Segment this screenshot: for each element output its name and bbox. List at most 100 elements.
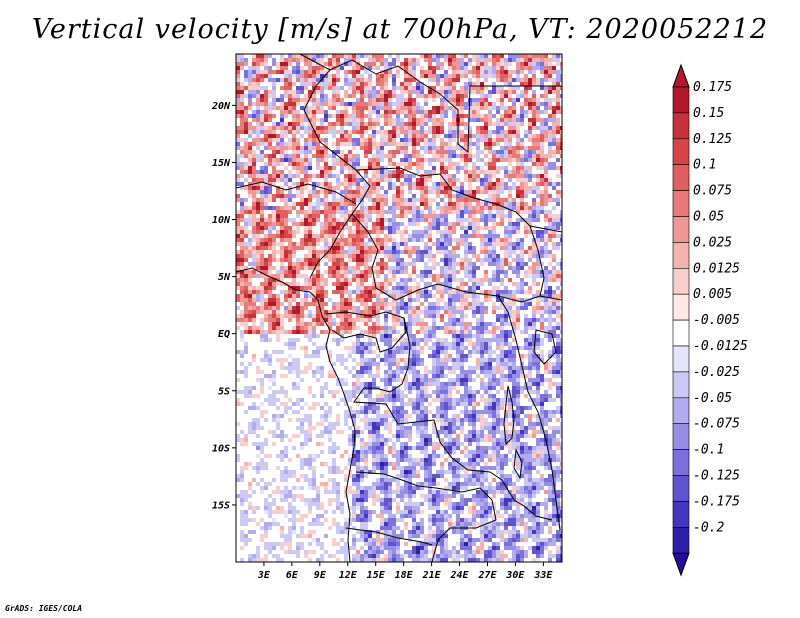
field-cell xyxy=(480,210,484,214)
field-cell xyxy=(280,150,284,154)
field-cell xyxy=(556,194,560,198)
field-cell xyxy=(244,218,248,222)
field-cell xyxy=(240,114,244,118)
field-cell xyxy=(436,254,440,258)
field-cell xyxy=(544,238,548,242)
field-cell xyxy=(504,190,508,194)
field-cell xyxy=(460,198,464,202)
field-cell xyxy=(448,86,452,90)
field-cell xyxy=(396,82,400,86)
field-cell xyxy=(528,210,532,214)
field-cell xyxy=(516,110,520,114)
field-cell xyxy=(460,146,464,150)
field-cell xyxy=(508,230,512,234)
field-cell xyxy=(388,106,392,110)
field-cell xyxy=(320,206,324,210)
field-cell xyxy=(312,226,316,230)
field-cell xyxy=(460,182,464,186)
field-cell xyxy=(536,206,540,210)
field-cell xyxy=(544,178,548,182)
field-cell xyxy=(368,102,372,106)
field-cell xyxy=(392,62,396,66)
field-cell xyxy=(556,154,560,158)
field-cell xyxy=(500,162,504,166)
field-cell xyxy=(284,254,288,258)
field-cell xyxy=(276,106,280,110)
field-cell xyxy=(424,106,428,110)
field-cell xyxy=(372,182,376,186)
field-cell xyxy=(516,294,520,298)
field-cell xyxy=(424,134,428,138)
field-cell xyxy=(368,214,372,218)
field-cell xyxy=(548,182,552,186)
field-cell xyxy=(424,258,428,262)
field-cell xyxy=(516,74,520,78)
field-cell xyxy=(448,222,452,226)
field-cell xyxy=(404,242,408,246)
field-cell xyxy=(248,58,252,62)
field-cell xyxy=(304,274,308,278)
field-cell xyxy=(516,202,520,206)
field-cell xyxy=(384,154,388,158)
field-cell xyxy=(396,206,400,210)
field-cell xyxy=(416,282,420,286)
field-cell xyxy=(492,142,496,146)
field-cell xyxy=(356,74,360,78)
field-cell xyxy=(500,158,504,162)
field-cell xyxy=(288,158,292,162)
field-cell xyxy=(352,134,356,138)
field-cell xyxy=(480,290,484,294)
field-cell xyxy=(472,178,476,182)
field-cell xyxy=(472,186,476,190)
field-cell xyxy=(560,86,562,90)
field-cell xyxy=(452,74,456,78)
field-cell xyxy=(264,106,268,110)
field-cell xyxy=(288,246,292,250)
field-cell xyxy=(348,110,352,114)
field-cell xyxy=(444,174,448,178)
field-cell xyxy=(484,122,488,126)
field-cell xyxy=(244,274,248,278)
field-cell xyxy=(424,178,428,182)
field-cell xyxy=(352,182,356,186)
field-cell xyxy=(256,150,260,154)
field-cell xyxy=(292,218,296,222)
field-cell xyxy=(440,194,444,198)
field-cell xyxy=(476,162,480,166)
field-cell xyxy=(260,86,264,90)
field-cell xyxy=(496,262,500,266)
field-cell xyxy=(532,82,536,86)
field-cell xyxy=(304,182,308,186)
field-cell xyxy=(548,246,552,250)
field-cell xyxy=(476,234,480,238)
field-cell xyxy=(316,254,320,258)
field-cell xyxy=(300,142,304,146)
field-cell xyxy=(468,226,472,230)
field-cell xyxy=(456,82,460,86)
field-cell xyxy=(316,130,320,134)
field-cell xyxy=(436,90,440,94)
field-cell xyxy=(560,234,562,238)
field-cell xyxy=(328,174,332,178)
field-cell xyxy=(376,186,380,190)
field-cell xyxy=(532,126,536,130)
field-cell xyxy=(380,234,384,238)
field-cell xyxy=(248,78,252,82)
field-cell xyxy=(472,158,476,162)
field-cell xyxy=(476,122,480,126)
field-cell xyxy=(272,290,276,294)
field-cell xyxy=(504,222,508,226)
field-cell xyxy=(532,74,536,78)
field-cell xyxy=(556,266,560,270)
field-cell xyxy=(512,210,516,214)
field-cell xyxy=(248,146,252,150)
field-cell xyxy=(288,266,292,270)
field-cell xyxy=(300,274,304,278)
field-cell xyxy=(504,282,508,286)
field-cell xyxy=(520,282,524,286)
field-cell xyxy=(304,190,308,194)
field-cell xyxy=(388,182,392,186)
field-cell xyxy=(428,218,432,222)
field-cell xyxy=(392,174,396,178)
field-cell xyxy=(536,198,540,202)
